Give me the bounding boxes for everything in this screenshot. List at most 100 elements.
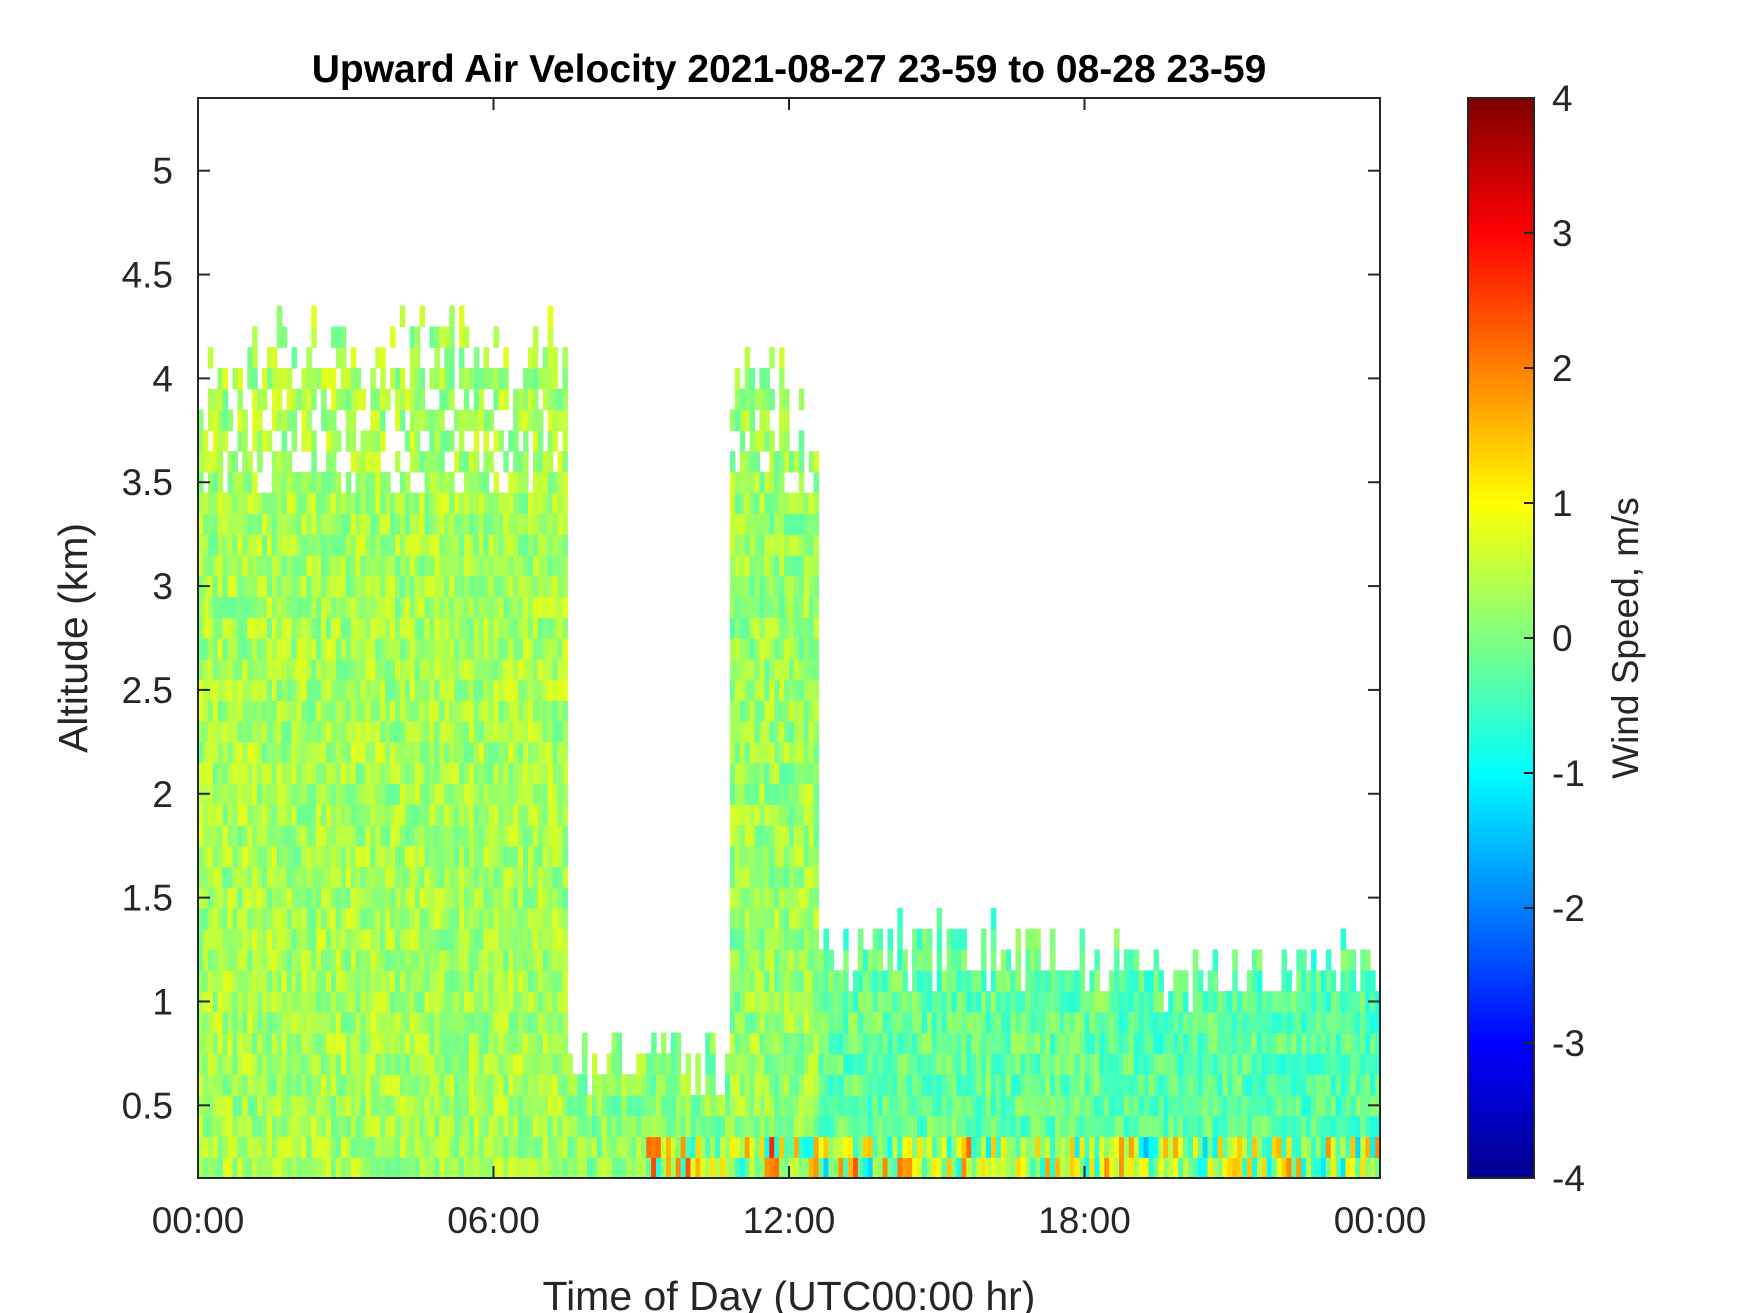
heatmap-cell <box>326 575 332 598</box>
heatmap-cell <box>503 1157 509 1178</box>
heatmap-cell <box>345 741 352 764</box>
heatmap-cell <box>222 700 229 722</box>
heatmap-cell <box>764 679 770 701</box>
heatmap-cell <box>385 970 391 992</box>
heatmap-cell <box>217 949 224 971</box>
heatmap-cell <box>779 554 785 577</box>
heatmap-cell <box>321 554 327 577</box>
heatmap-cell <box>779 492 785 514</box>
heatmap-cell <box>291 845 298 868</box>
heatmap-cell <box>227 1011 234 1034</box>
heatmap-cell <box>434 762 440 784</box>
heatmap-cell <box>350 762 357 784</box>
heatmap-cell <box>557 970 563 992</box>
heatmap-cell <box>483 430 490 452</box>
heatmap-cell <box>468 866 475 888</box>
heatmap-cell <box>789 1011 795 1034</box>
heatmap-cell <box>1296 1115 1302 1138</box>
heatmap-cell <box>395 658 401 681</box>
heatmap-cell <box>473 1115 480 1138</box>
heatmap-cell <box>360 1011 366 1034</box>
heatmap-cell <box>798 1032 805 1054</box>
heatmap-cell <box>454 554 460 577</box>
heatmap-cell <box>222 368 229 390</box>
heatmap-cell <box>1143 1011 1150 1034</box>
heatmap-cell <box>1261 1074 1268 1096</box>
heatmap-cell <box>774 1157 780 1178</box>
heatmap-cell <box>404 1074 411 1096</box>
heatmap-cell <box>853 991 859 1013</box>
heatmap-cell <box>252 409 258 431</box>
heatmap-cell <box>454 908 460 930</box>
heatmap-cell <box>232 1094 238 1117</box>
heatmap-cell <box>518 804 524 826</box>
heatmap-cell <box>986 1011 992 1034</box>
heatmap-cell <box>321 949 327 971</box>
heatmap-cell <box>281 1136 288 1158</box>
heatmap-cell <box>380 908 386 930</box>
heatmap-cell <box>404 1136 411 1158</box>
heatmap-cell <box>335 887 342 909</box>
heatmap-cell <box>242 721 248 743</box>
heatmap-cell <box>296 1053 302 1075</box>
heatmap-cell <box>596 1136 603 1158</box>
heatmap-cell <box>547 866 554 888</box>
heatmap-cell <box>1005 1032 1012 1054</box>
heatmap-cell <box>434 471 440 494</box>
heatmap-cell <box>803 928 810 951</box>
heatmap-cell <box>483 804 490 826</box>
heatmap-cell <box>286 1074 293 1096</box>
heatmap-cell <box>247 908 253 930</box>
heatmap-cell <box>744 1074 751 1096</box>
heatmap-cell <box>1079 1074 1086 1096</box>
heatmap-cell <box>646 1053 652 1075</box>
heatmap-cell <box>375 721 381 743</box>
heatmap-cell <box>375 617 381 639</box>
heatmap-cell <box>744 804 751 826</box>
heatmap-cell <box>843 991 849 1013</box>
heatmap-cell <box>202 638 209 660</box>
heatmap-cell <box>335 658 342 681</box>
heatmap-cell <box>281 1032 288 1054</box>
heatmap-cell <box>877 1074 884 1096</box>
heatmap-cell <box>375 554 381 577</box>
heatmap-cell <box>528 804 534 826</box>
heatmap-cell <box>779 928 785 951</box>
heatmap-cell <box>754 471 760 494</box>
heatmap-cell <box>429 928 435 951</box>
heatmap-cell <box>375 741 381 764</box>
heatmap-cell <box>498 1115 504 1138</box>
heatmap-cell <box>857 1053 864 1075</box>
heatmap-cell <box>296 534 302 556</box>
heatmap-cell <box>862 1053 869 1075</box>
heatmap-cell <box>395 762 401 784</box>
heatmap-cell <box>286 804 293 826</box>
heatmap-cell <box>1109 970 1115 992</box>
heatmap-cell <box>335 492 342 514</box>
heatmap-cell <box>936 1094 943 1117</box>
heatmap-cell <box>306 554 312 577</box>
heatmap-cell <box>424 949 430 971</box>
heatmap-cell <box>463 866 470 888</box>
heatmap-cell <box>316 1136 322 1158</box>
heatmap-cell <box>1256 1011 1263 1034</box>
heatmap-cell <box>488 617 495 639</box>
heatmap-cell <box>523 513 529 535</box>
heatmap-cell <box>316 1053 322 1075</box>
heatmap-cell <box>523 471 529 494</box>
heatmap-cell <box>537 1157 544 1178</box>
heatmap-cell <box>922 1094 928 1117</box>
heatmap-cell <box>419 908 426 930</box>
heatmap-cell <box>513 596 519 618</box>
heatmap-cell <box>306 1115 312 1138</box>
heatmap-cell <box>232 762 238 784</box>
heatmap-cell <box>759 471 765 494</box>
heatmap-cell <box>1153 991 1159 1013</box>
heatmap-cell <box>439 1115 445 1138</box>
heatmap-cell <box>291 534 298 556</box>
heatmap-cell <box>813 1157 820 1178</box>
heatmap-cell <box>1059 1011 1066 1034</box>
heatmap-cell <box>335 1053 342 1075</box>
heatmap-cell <box>424 1157 430 1178</box>
heatmap-cell <box>1084 1136 1090 1158</box>
